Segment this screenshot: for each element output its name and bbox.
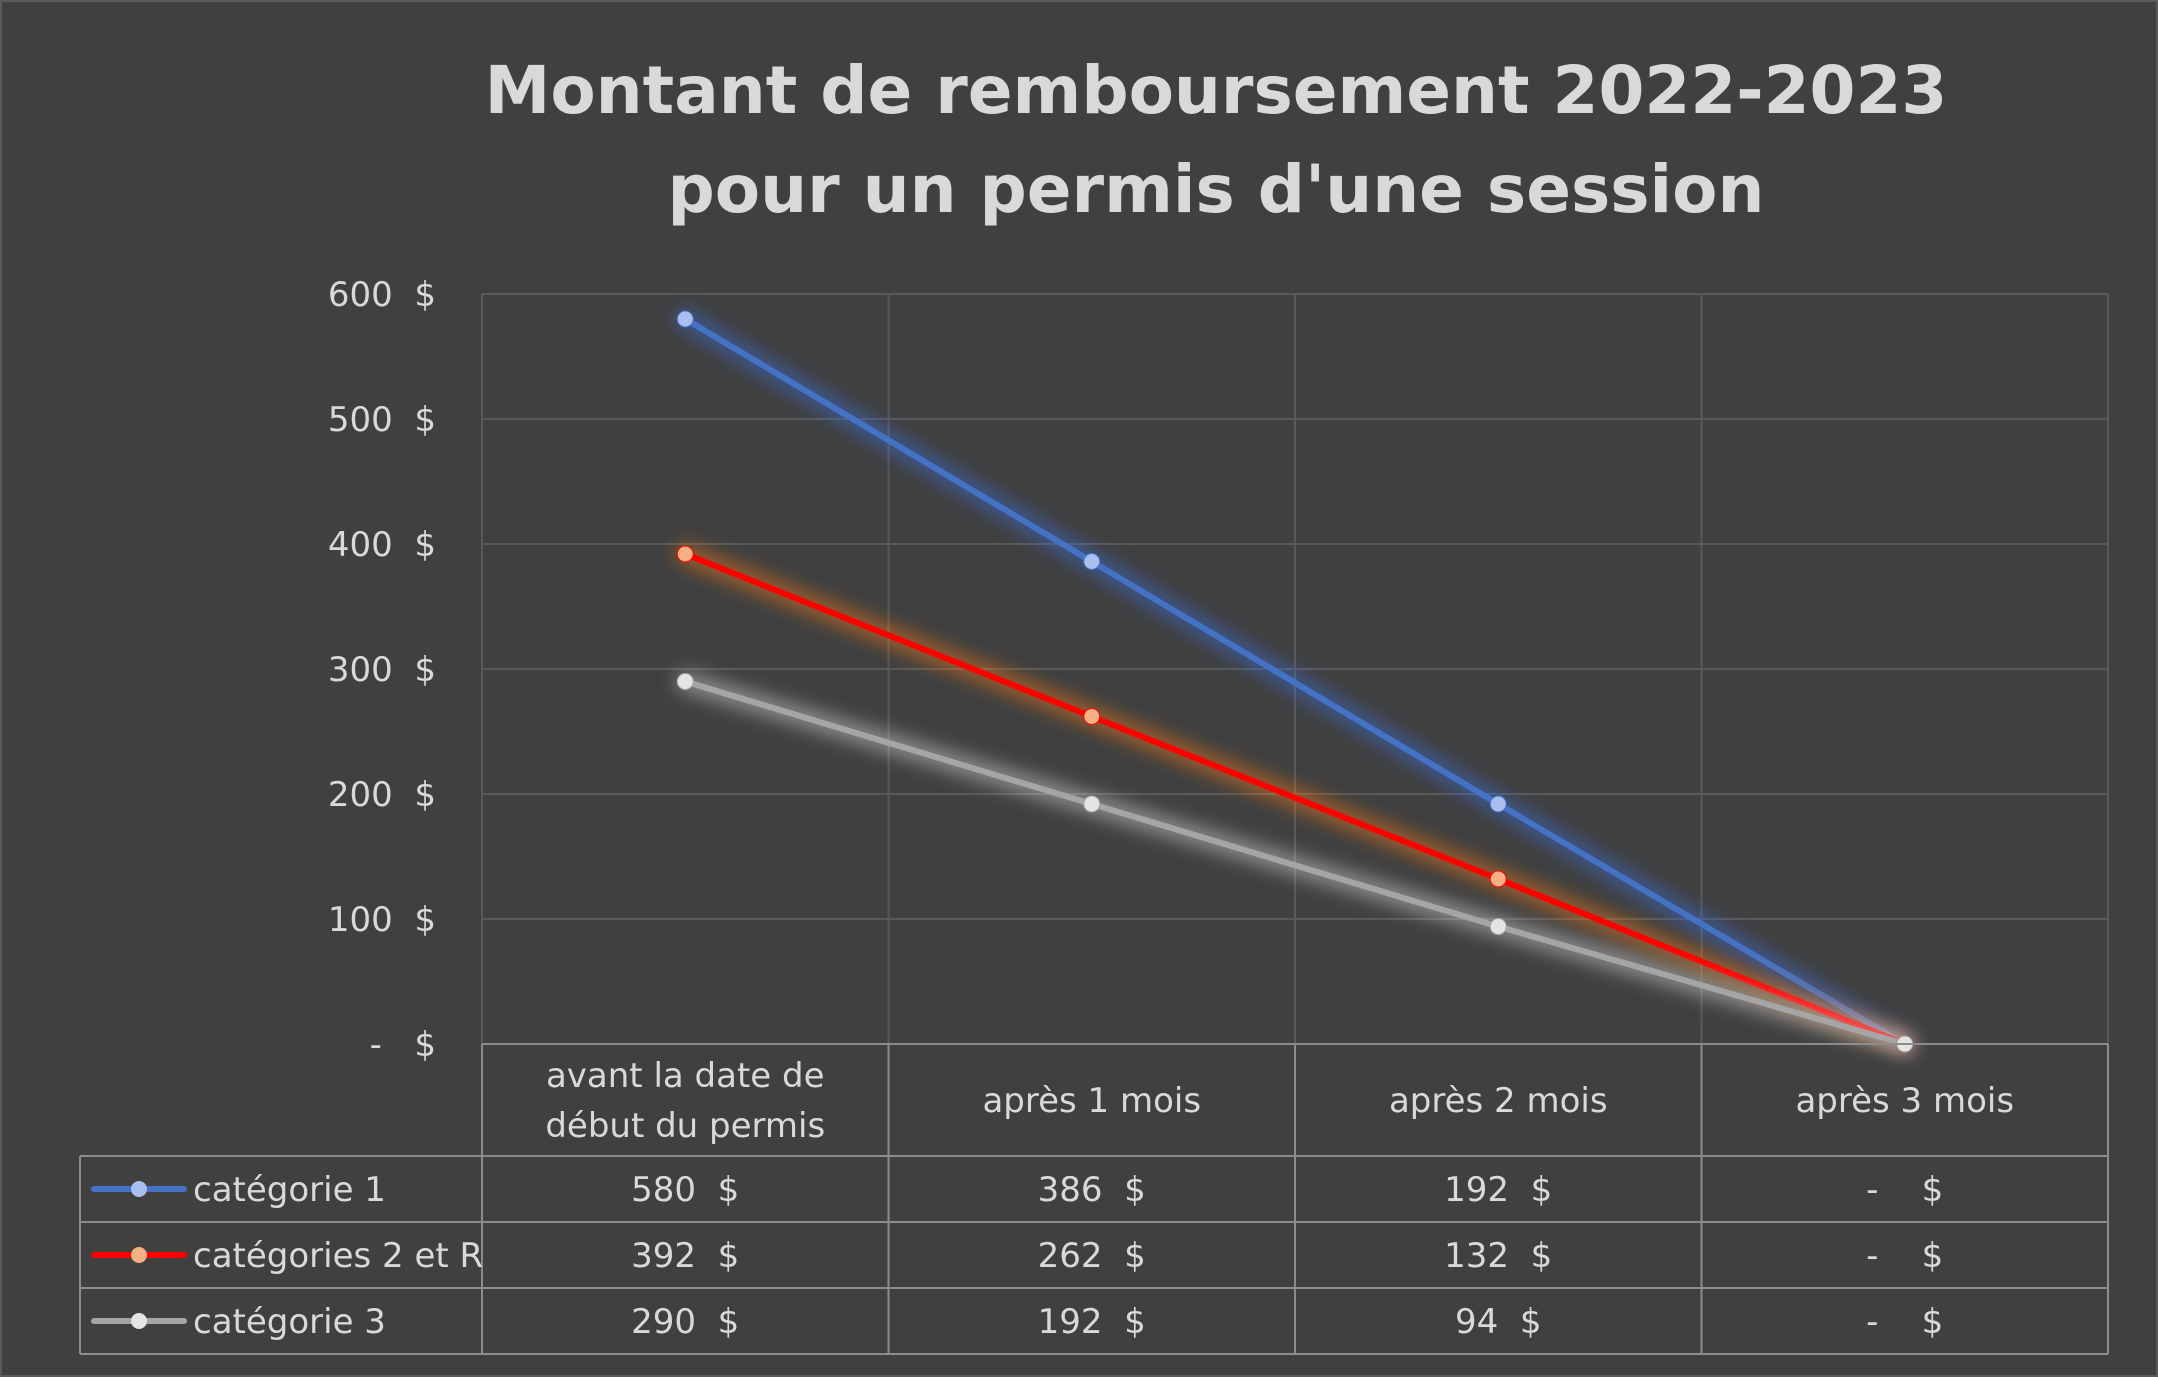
chart-title: Montant de remboursement 2022-2023 pour u… — [485, 52, 1948, 228]
data-point-s2-p3 — [1489, 870, 1507, 888]
legend-key-marker-3 — [131, 1313, 147, 1329]
legend-label-2: catégories 2 et R — [193, 1236, 483, 1276]
series-line-1 — [682, 316, 1908, 1047]
data-label-s2-p2: 262 $ — [1038, 1236, 1146, 1276]
x-category-label-4-line-1: après 3 mois — [1795, 1081, 2014, 1121]
data-label-s3-p3: 94 $ — [1455, 1302, 1542, 1342]
data-point-s3-p2 — [1083, 795, 1101, 813]
data-label-s2-p1: 392 $ — [631, 1236, 739, 1276]
legend-key-marker-2 — [131, 1247, 147, 1263]
y-tick-label-600: 600 $ — [328, 275, 436, 315]
data-table: avant la date de début du permis après 1 m… — [79, 1043, 2109, 1355]
x-category-label-2-line-1: après 1 mois — [982, 1081, 1201, 1121]
data-point-s2-p2 — [1083, 708, 1101, 725]
data-point-s2-p1 — [676, 545, 694, 563]
y-tick-label-100: 100 $ — [328, 900, 436, 940]
data-label-s2-p3: 132 $ — [1444, 1236, 1552, 1276]
data-label-s2-p4: - $ — [1866, 1236, 1943, 1276]
y-axis: - $ 100 $ 200 $ 300 $ 400 $ 500 $ 600 $ — [328, 275, 436, 1065]
data-point-s1-p1 — [676, 310, 694, 328]
data-point-s1-p3 — [1489, 795, 1507, 813]
data-label-s1-p4: - $ — [1866, 1170, 1943, 1210]
x-category-label-3-line-1: après 2 mois — [1389, 1081, 1608, 1121]
y-tick-label-300: 300 $ — [328, 650, 436, 690]
series-line-3 — [682, 678, 1908, 1047]
gridlines — [481, 293, 2109, 1044]
data-label-s3-p2: 192 $ — [1038, 1302, 1146, 1342]
data-point-s1-p2 — [1083, 553, 1101, 570]
data-point-s3-p3 — [1489, 918, 1507, 935]
chart-title-line-2: pour un permis d'une session — [668, 151, 1765, 228]
legend-key-marker-1 — [131, 1181, 147, 1197]
data-label-s1-p3: 192 $ — [1444, 1170, 1552, 1210]
data-point-s3-p1 — [676, 673, 694, 690]
legend-label-3: catégorie 3 — [193, 1302, 386, 1342]
data-label-s3-p4: - $ — [1866, 1302, 1943, 1342]
x-category-label-1-line-1: avant la date de — [546, 1056, 825, 1096]
chart-title-line-1: Montant de remboursement 2022-2023 — [485, 52, 1948, 129]
y-tick-label-500: 500 $ — [328, 400, 436, 440]
x-category-label-1-line-2: début du permis — [545, 1106, 825, 1146]
series-line-2 — [682, 551, 1908, 1047]
y-tick-label-400: 400 $ — [328, 525, 436, 565]
legend-label-1: catégorie 1 — [193, 1170, 386, 1210]
data-label-s1-p2: 386 $ — [1038, 1170, 1146, 1210]
y-tick-label-0: - $ — [370, 1025, 436, 1065]
data-label-s3-p1: 290 $ — [631, 1302, 739, 1342]
data-label-s1-p1: 580 $ — [631, 1170, 739, 1210]
series-lines — [676, 310, 1914, 1053]
y-tick-label-200: 200 $ — [328, 775, 436, 815]
